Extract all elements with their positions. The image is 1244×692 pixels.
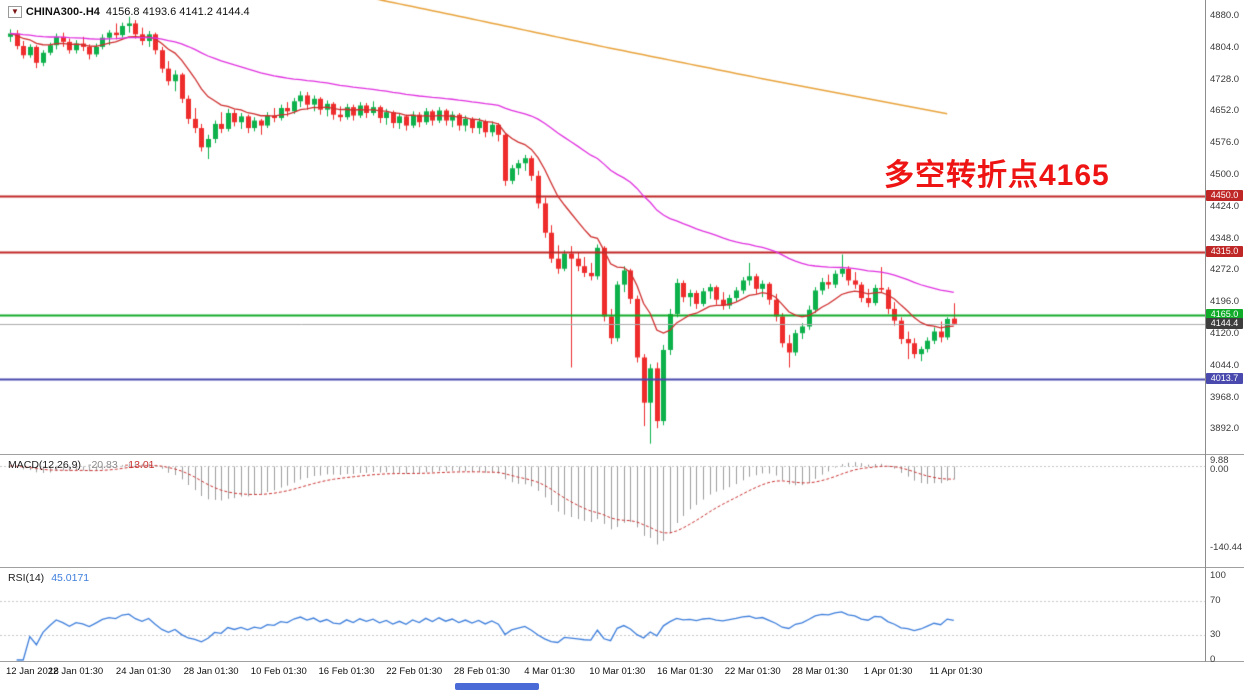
- ohlc-values-label: 4156.8 4193.6 4141.2 4144.4: [105, 6, 250, 18]
- rsi-axis-label: 100: [1210, 570, 1226, 581]
- price-tag: 4450.0: [1206, 189, 1243, 201]
- macd-axis: 9.88 0.00 -140.44: [1205, 456, 1244, 567]
- rsi-label: RSI(14) 45.0171: [8, 572, 89, 584]
- macd-main-value: -20.83: [87, 459, 118, 471]
- macd-canvas[interactable]: [0, 456, 1205, 568]
- time-axis-label: 28 Jan 01:30: [183, 666, 239, 677]
- price-axis-label: 4120.0: [1210, 328, 1240, 340]
- symbol-timeframe-label: CHINA300-.H4: [25, 6, 100, 18]
- rsi-name: RSI(14): [8, 572, 45, 584]
- macd-panel[interactable]: MACD(12,26,9) -20.83 -13.01 9.88 0.00 -140.4…: [0, 456, 1244, 568]
- price-axis-label: 4576.0: [1210, 137, 1240, 149]
- time-axis-label: 24 Jan 01:30: [115, 666, 171, 677]
- macd-name: MACD(12,26,9): [8, 459, 81, 471]
- time-axis[interactable]: 12 Jan 2022 18 Jan 01:30 24 Jan 01:30 28 Ja…: [0, 663, 1244, 680]
- price-axis-label: 4500.0: [1210, 168, 1240, 180]
- scrollbar-track[interactable]: [0, 681, 1244, 692]
- price-axis-label: 3968.0: [1210, 391, 1240, 403]
- price-axis-label: 4804.0: [1210, 41, 1240, 53]
- main-chart-canvas[interactable]: [0, 0, 1205, 455]
- price-axis-label: 4348.0: [1210, 232, 1240, 244]
- time-axis-label: 22 Mar 01:30: [724, 666, 781, 677]
- time-axis-label: 12 Jan 2022: [6, 666, 59, 677]
- time-axis-label: 22 Feb 01:30: [386, 666, 443, 677]
- rsi-panel[interactable]: RSI(14) 45.0171 100 70 30 0: [0, 569, 1244, 665]
- price-axis-label: 4196.0: [1210, 296, 1240, 308]
- price-axis-label: 3892.0: [1210, 423, 1240, 435]
- price-axis-label: 4880.0: [1210, 9, 1240, 21]
- price-tag: 4165.0: [1206, 309, 1243, 321]
- macd-signal-value: -13.01: [124, 459, 155, 471]
- macd-axis-label: 0.00: [1210, 464, 1229, 475]
- price-axis[interactable]: 4880.0 4804.0 4728.0 4652.0 4576.0 4500.0 4424…: [1205, 0, 1244, 454]
- time-axis-label: 18 Jan 01:30: [48, 666, 104, 677]
- macd-label: MACD(12,26,9) -20.83 -13.01: [8, 459, 155, 471]
- time-axis-label: 28 Mar 01:30: [792, 666, 849, 677]
- time-axis-label: 4 Mar 01:30: [524, 666, 575, 677]
- rsi-axis-label: 30: [1210, 628, 1221, 640]
- price-tag: 4144.4: [1206, 317, 1243, 329]
- time-axis-label: 16 Mar 01:30: [657, 666, 713, 677]
- macd-axis-label: -140.44: [1210, 541, 1243, 553]
- price-axis-label: 4424.0: [1210, 200, 1240, 212]
- price-tag: 4315.0: [1206, 246, 1243, 258]
- price-axis-label: 4272.0: [1210, 264, 1240, 276]
- time-axis-label: 11 Apr 01:30: [929, 666, 983, 677]
- time-axis-label: 28 Feb 01:30: [453, 666, 510, 677]
- time-axis-label: 16 Feb 01:30: [318, 666, 375, 677]
- time-axis-label: 1 Apr 01:30: [863, 666, 913, 677]
- axis-separator-line: [1205, 0, 1206, 662]
- main-chart-panel[interactable]: ▼ CHINA300-.H4 4156.8 4193.6 4141.2 4144.4…: [0, 0, 1244, 455]
- scrollbar-thumb[interactable]: [455, 683, 539, 690]
- rsi-canvas[interactable]: [0, 569, 1205, 662]
- time-axis-label: 10 Feb 01:30: [250, 666, 307, 677]
- price-axis-label: 4044.0: [1210, 359, 1240, 371]
- price-axis-label: 4728.0: [1210, 73, 1240, 85]
- rsi-axis-label: 0: [1210, 654, 1216, 665]
- symbol-ohlc-label: ▼ CHINA300-.H4 4156.8 4193.6 4141.2 4144.4: [8, 6, 250, 18]
- annotation-text[interactable]: 多空转折点4165: [884, 159, 1110, 192]
- dropdown-triangle-icon[interactable]: ▼: [8, 6, 22, 18]
- price-axis-label: 4652.0: [1210, 105, 1240, 117]
- rsi-axis: 100 70 30 0: [1205, 569, 1244, 665]
- rsi-value: 45.0171: [51, 572, 90, 584]
- price-tag: 4013.7: [1206, 372, 1243, 384]
- rsi-axis-label: 70: [1210, 595, 1221, 607]
- time-axis-label: 10 Mar 01:30: [589, 666, 646, 677]
- macd-axis-label: 9.88: [1210, 455, 1229, 466]
